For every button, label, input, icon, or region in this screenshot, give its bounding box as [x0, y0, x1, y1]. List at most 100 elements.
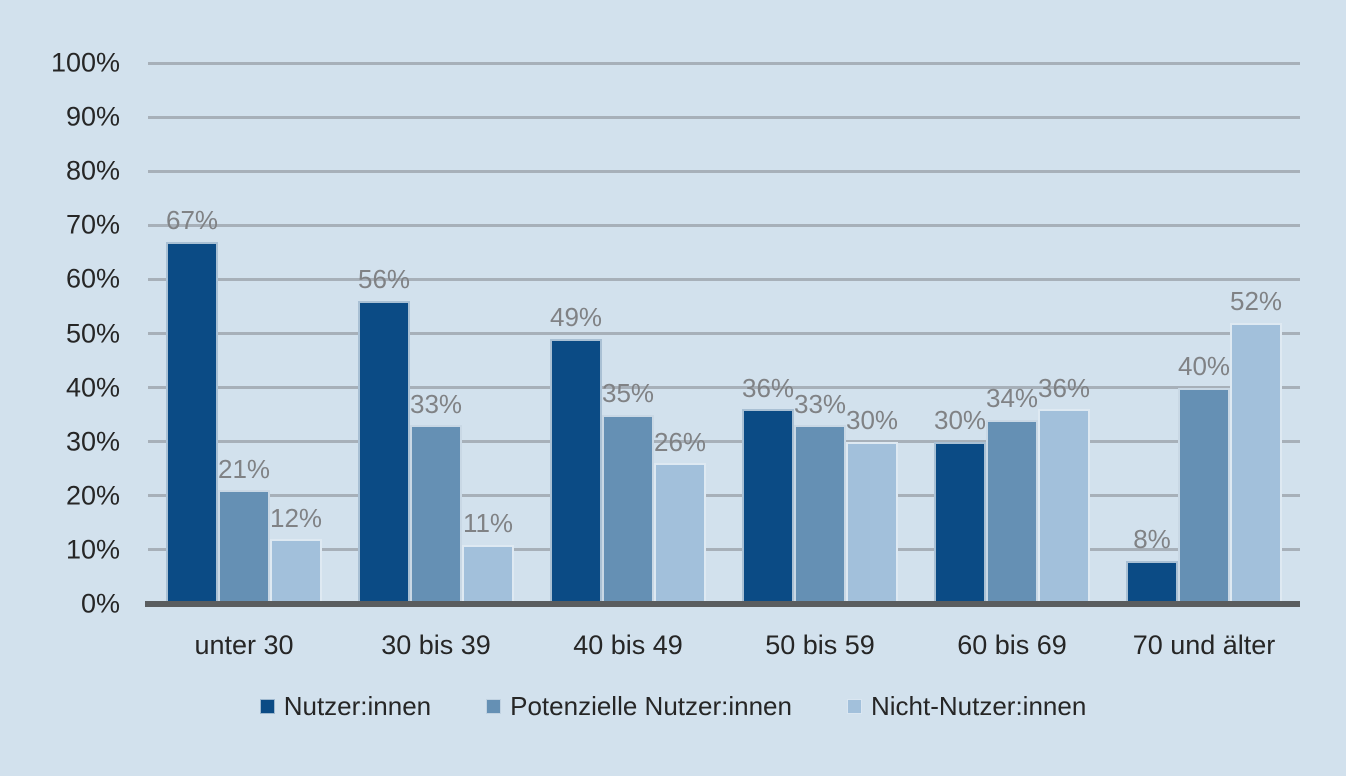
bar [986, 420, 1038, 604]
bar [166, 241, 218, 604]
gridline-100 [148, 61, 1300, 65]
bar-wrap: 11% [462, 63, 514, 604]
bar [934, 441, 986, 604]
bar [654, 463, 706, 604]
bar-group: 49% 35% 26% [532, 63, 724, 604]
gridline-50 [148, 332, 1300, 335]
bar-value-label: 8% [1133, 524, 1171, 555]
bar-value-label: 49% [549, 302, 603, 333]
bar-group: 36% 33% 30% [724, 63, 916, 604]
bar-value-label: 67% [165, 204, 219, 235]
bar-value-label: 30% [845, 405, 899, 436]
bar-wrap: 52% [1230, 63, 1282, 604]
category-label: unter 30 [194, 630, 294, 660]
bar-value-label: 36% [1037, 372, 1091, 403]
gridline-40 [148, 386, 1300, 390]
bar-value-label: 12% [269, 502, 323, 533]
bar-wrap: 30% [846, 63, 898, 604]
y-tick-label: 10% [65, 534, 120, 565]
bar-wrap: 56% [358, 63, 410, 604]
bar [742, 409, 794, 604]
category-label: 40 bis 49 [573, 630, 683, 660]
gridline-20 [148, 494, 1300, 498]
legend-label: Potenzielle Nutzer:innen [510, 691, 792, 721]
y-tick-label: 30% [65, 426, 120, 457]
y-tick-label: 90% [65, 101, 120, 132]
gridline-60 [148, 277, 1300, 281]
bar-wrap: 33% [794, 63, 846, 604]
category-label: 30 bis 39 [381, 630, 491, 660]
bar [270, 539, 322, 604]
bar-group: 67% 21% 12% [148, 63, 340, 604]
x-axis-line [145, 601, 1300, 607]
gridline-80 [148, 169, 1300, 173]
y-tick-label: 0% [80, 588, 120, 619]
bar-wrap: 49% [550, 63, 602, 604]
gridline-90 [148, 115, 1300, 119]
bar [218, 490, 270, 604]
bar-wrap: 34% [986, 63, 1038, 604]
y-tick-label: 70% [65, 209, 120, 240]
bar-value-label: 56% [357, 264, 411, 295]
bar-value-label: 21% [217, 453, 271, 484]
gridline-70 [148, 223, 1300, 227]
bar-value-label: 33% [409, 388, 463, 419]
bar [1126, 560, 1178, 604]
bar-value-label: 30% [933, 405, 987, 436]
bar-group: 30% 34% 36% [916, 63, 1108, 604]
bar-value-label: 35% [601, 378, 655, 409]
bar-wrap: 21% [218, 63, 270, 604]
category-label: 50 bis 59 [765, 630, 875, 660]
bar [410, 425, 462, 604]
bar-wrap: 12% [270, 63, 322, 604]
bar-wrap: 8% [1126, 63, 1178, 604]
legend-label: Nutzer:innen [283, 691, 432, 721]
category-label: 70 und älter [1132, 630, 1276, 660]
bar-value-label: 40% [1177, 351, 1231, 382]
legend-item: Nutzer:innen [259, 691, 432, 722]
x-axis-labels: unter 30 30 bis 39 40 bis 49 50 bis 59 60 bi… [148, 630, 1300, 661]
category-label: 60 bis 69 [957, 630, 1067, 660]
y-tick-label: 80% [65, 155, 120, 186]
legend: Nutzer:innen Potenzielle Nutzer:innen Nich… [0, 691, 1346, 722]
bar-wrap: 40% [1178, 63, 1230, 604]
bar-wrap: 36% [742, 63, 794, 604]
bar-wrap: 67% [166, 63, 218, 604]
bar-value-label: 26% [653, 426, 707, 457]
bar-group: 56% 33% 11% [340, 63, 532, 604]
legend-swatch-icon [486, 699, 502, 714]
bar-value-label: 11% [462, 507, 514, 538]
bar-value-label: 36% [741, 372, 795, 403]
legend-swatch-icon [846, 699, 862, 714]
bar [358, 301, 410, 604]
bar [1178, 387, 1230, 604]
legend-label: Nicht-Nutzer:innen [870, 691, 1087, 721]
bar-wrap: 36% [1038, 63, 1090, 604]
legend-item: Potenzielle Nutzer:innen [486, 691, 792, 722]
bar [794, 425, 846, 604]
plot-area: 67% 21% 12% 56% 33% 11% 49% 35% 26% 36% 33% 30% 30% 3… [145, 61, 1300, 607]
bar [846, 441, 898, 604]
y-tick-label: 60% [65, 263, 120, 294]
bar-value-label: 34% [985, 383, 1039, 414]
bar-value-label: 52% [1229, 286, 1283, 317]
y-tick-label: 100% [50, 47, 120, 78]
y-tick-label: 20% [65, 480, 120, 511]
bar-value-label: 33% [793, 388, 847, 419]
bar [1038, 409, 1090, 604]
gridline-30 [148, 440, 1300, 444]
bar-groups: 67% 21% 12% 56% 33% 11% 49% 35% 26% 36% 33% 30% 30% 3… [148, 63, 1300, 604]
gridline-10 [148, 548, 1300, 552]
legend-item: Nicht-Nutzer:innen [846, 691, 1087, 722]
bar [550, 338, 602, 604]
bar-wrap: 30% [934, 63, 986, 604]
bar [602, 414, 654, 604]
legend-swatch-icon [259, 699, 275, 714]
bar-wrap: 26% [654, 63, 706, 604]
bar-wrap: 35% [602, 63, 654, 604]
bar-group: 8% 40% 52% [1108, 63, 1300, 604]
y-tick-label: 50% [65, 318, 120, 348]
bar [1230, 322, 1282, 604]
y-tick-label: 40% [65, 372, 120, 403]
